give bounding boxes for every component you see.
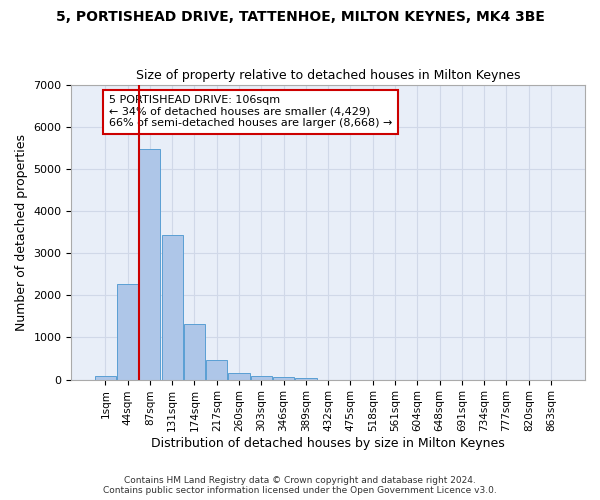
Bar (184, 324, 205, 380)
Text: 5 PORTISHEAD DRIVE: 106sqm
← 34% of detached houses are smaller (4,429)
66% of s: 5 PORTISHEAD DRIVE: 106sqm ← 34% of deta… (109, 95, 392, 128)
Bar (273, 378, 294, 380)
Bar (161, 234, 183, 380)
Bar (95, 376, 116, 380)
Bar (251, 376, 272, 380)
Bar (229, 373, 250, 380)
Bar (139, 149, 160, 380)
Text: Contains HM Land Registry data © Crown copyright and database right 2024.
Contai: Contains HM Land Registry data © Crown c… (103, 476, 497, 495)
Bar (295, 378, 317, 380)
Y-axis label: Number of detached properties: Number of detached properties (15, 134, 28, 330)
X-axis label: Distribution of detached houses by size in Milton Keynes: Distribution of detached houses by size … (151, 437, 505, 450)
Bar (206, 360, 227, 380)
Text: 5, PORTISHEAD DRIVE, TATTENHOE, MILTON KEYNES, MK4 3BE: 5, PORTISHEAD DRIVE, TATTENHOE, MILTON K… (56, 10, 544, 24)
Title: Size of property relative to detached houses in Milton Keynes: Size of property relative to detached ho… (136, 69, 520, 82)
Bar (117, 284, 138, 380)
